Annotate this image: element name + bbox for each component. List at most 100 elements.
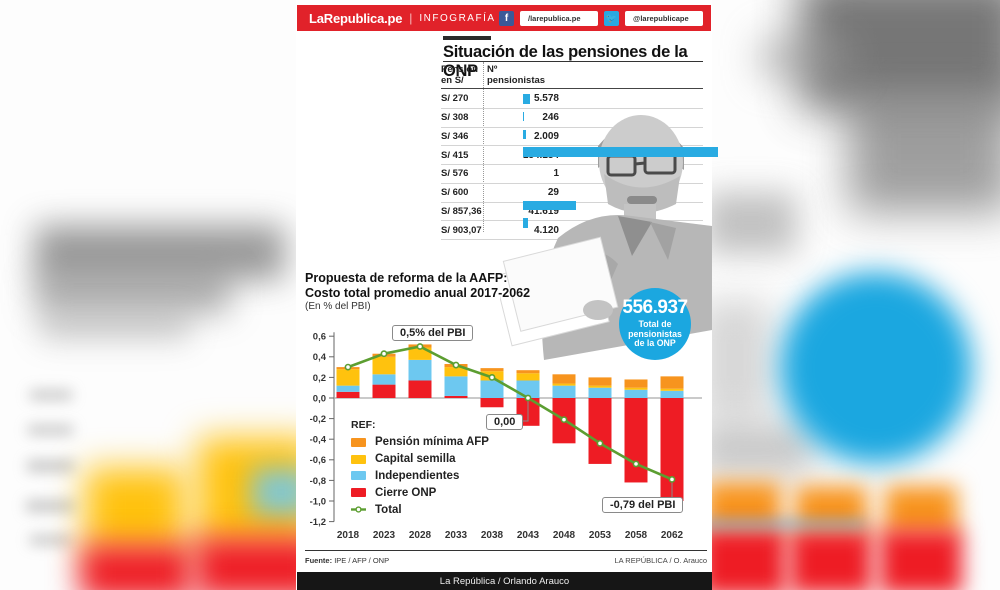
legend-label: Capital semilla — [375, 453, 456, 466]
annotation-zero: 0,00 — [486, 414, 524, 430]
source-note: Fuente: IPE / AFP / ONP — [305, 556, 389, 565]
bar-segment — [336, 385, 360, 392]
total-line-dot — [668, 475, 676, 483]
blur-right-photo-gray-1 — [758, 35, 853, 80]
legend-item: Independientes — [351, 468, 489, 485]
source-text: IPE / AFP / ONP — [334, 556, 390, 565]
pensioner-count: 4.120 — [533, 224, 559, 236]
legend-line-swatch — [351, 506, 366, 513]
bar-segment — [624, 389, 648, 398]
bar-segment — [624, 387, 648, 390]
bar-segment — [444, 367, 468, 377]
legend-swatch — [351, 488, 366, 498]
twitter-icon: 🐦 — [604, 10, 619, 26]
bar-segment — [480, 368, 504, 372]
chart-title: Propuesta de reforma de la AAFP: Costo t… — [305, 271, 530, 300]
y-tick-label: -0,2 — [310, 414, 326, 425]
y-tick-label: 0,0 — [313, 393, 326, 404]
legend-label: Independientes — [375, 469, 460, 482]
x-tick-label: 2018 — [337, 530, 360, 541]
pensioner-count: 246 — [542, 112, 559, 124]
total-pensioners-badge: 556.937 Total de pensionistas de la ONP — [619, 288, 691, 360]
bar-segment — [588, 385, 612, 388]
badge-number: 556.937 — [622, 297, 688, 318]
pension-amount: S/ 270 — [441, 93, 469, 105]
masthead-bar: LaRepublica.pe | INFOGRAFÍA f /larepubli… — [297, 5, 711, 31]
y-tick-label: -1,2 — [310, 517, 326, 528]
y-tick-label: 0,6 — [313, 332, 326, 343]
y-tick-label: -0,6 — [310, 455, 326, 466]
bar-segment — [588, 398, 612, 464]
bar-segment — [660, 376, 684, 389]
legend-item: Capital semilla — [351, 451, 489, 468]
blur-right-bar-orange-2 — [795, 486, 867, 536]
y-tick-label: -1,0 — [310, 496, 326, 507]
blur-right-bar-red-2 — [790, 530, 872, 590]
bar-segment — [660, 398, 684, 501]
pensioner-count: 41.619 — [528, 205, 559, 217]
total-line-dot — [380, 350, 388, 358]
blur-left-headline-3 — [40, 312, 190, 340]
bar-segment — [444, 376, 468, 396]
total-line-dot — [596, 439, 604, 447]
annotation-peak: 0,5% del PBI — [392, 325, 474, 341]
legend-swatch — [351, 471, 366, 481]
table-header-rule — [441, 88, 703, 89]
x-tick-label: 2053 — [589, 530, 612, 541]
bar-segment — [444, 395, 468, 398]
bar-segment — [480, 398, 504, 408]
bar-segment — [552, 385, 576, 398]
social-links: f /larepublica.pe 🐦 @larepublicape — [499, 10, 703, 26]
pension-table: S/ 270 5.578 S/ 308 246 S/ 346 2.009 S/ 415 154… — [441, 90, 703, 240]
blur-left-axis-5 — [30, 535, 72, 545]
bar-segment — [336, 369, 360, 386]
y-tick-label: 0,2 — [313, 373, 326, 384]
blur-left-axis-4 — [26, 500, 76, 512]
total-line-dot — [488, 373, 496, 381]
chart-subtitle: (En % del PBI) — [305, 301, 371, 312]
chart-title-line1: Propuesta de reforma de la AAFP: — [305, 271, 508, 285]
stacked-bar-line-chart: 0,6 0,4 0,2 0,0 -0,2 -0,4 -0,6 -0,8 -1,0 -1,2 2018… — [310, 332, 702, 541]
y-tick-label: -0,4 — [310, 435, 327, 446]
x-tick-label: 2038 — [481, 530, 504, 541]
blur-left-headline-2 — [35, 272, 230, 314]
total-line-dot — [452, 361, 460, 369]
total-line-dot — [416, 343, 424, 350]
blur-left-bar-red-1 — [80, 545, 192, 590]
x-tick-label: 2033 — [445, 530, 468, 541]
total-line-dot — [632, 460, 640, 468]
caption-text: La República / Orlando Arauco — [439, 575, 570, 587]
bar-segment — [408, 380, 432, 398]
y-tick-label: -0,8 — [310, 476, 326, 487]
pension-amount: S/ 415 — [441, 149, 469, 161]
chart-legend: REF: Pensión mínima AFP Capital semilla In… — [351, 419, 489, 518]
badge-label: Total de pensionistas de la ONP — [628, 319, 682, 349]
x-tick-label: 2023 — [373, 530, 396, 541]
bar-segment — [372, 356, 396, 375]
pension-amount: S/ 857,36 — [441, 205, 482, 217]
bar-segment — [660, 390, 684, 398]
blur-right-photo-gray-4 — [700, 425, 812, 475]
pension-amount: S/ 576 — [441, 168, 469, 180]
blur-right-bar-blue-sliver — [705, 520, 865, 528]
bar-segment — [624, 379, 648, 388]
blur-right-photo-dark-2 — [848, 88, 1000, 213]
x-tick-label: 2062 — [661, 530, 684, 541]
legend-item: Pensión mínima AFP — [351, 434, 489, 451]
total-line — [347, 345, 673, 481]
brand-logo: LaRepublica.pe — [309, 10, 403, 26]
annotation-min: -0,79 del PBI — [602, 497, 684, 513]
blur-right-blue-circle — [780, 272, 972, 464]
bar-segment — [552, 374, 576, 384]
bar-segment — [480, 380, 504, 398]
blur-left-bar-yellow-1 — [85, 468, 185, 556]
pensioner-count: 5.578 — [533, 93, 559, 105]
bar-segment — [624, 398, 648, 483]
bar-segment — [588, 387, 612, 398]
table-row: S/ 346 2.009 — [441, 128, 703, 147]
facebook-handle: /larepublica.pe — [520, 10, 598, 26]
x-tick-label: 2058 — [625, 530, 648, 541]
table-row: S/ 270 5.578 — [441, 90, 703, 109]
table-row: S/ 576 1 — [441, 165, 703, 184]
total-line-dot — [524, 394, 532, 402]
